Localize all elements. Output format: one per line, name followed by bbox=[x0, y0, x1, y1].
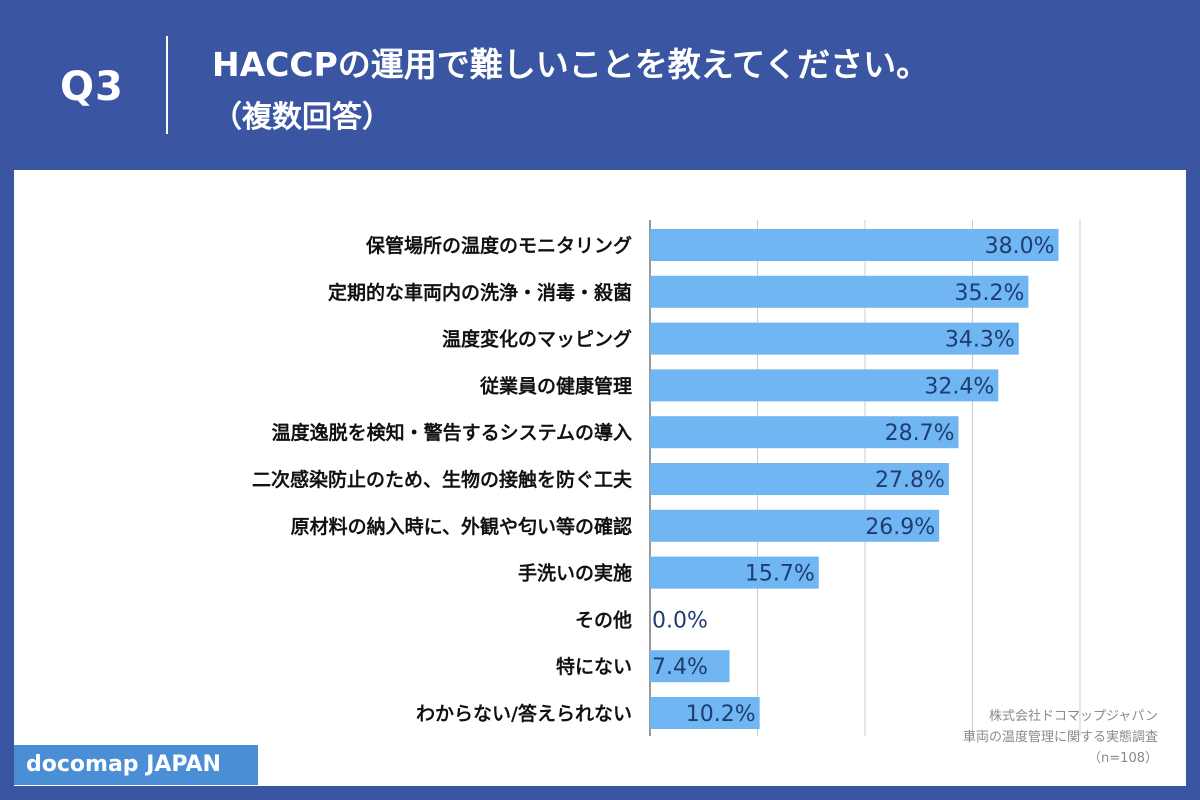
bar bbox=[650, 509, 940, 542]
bar-row: わからない/答えられない 10.2% bbox=[416, 697, 760, 729]
category-label: わからない/答えられない bbox=[416, 702, 632, 725]
value-label: 26.9% bbox=[865, 515, 935, 540]
value-label: 34.3% bbox=[945, 328, 1015, 353]
header-divider bbox=[166, 36, 168, 134]
source-company: 株式会社ドコマップジャパン bbox=[988, 709, 1158, 724]
bar bbox=[650, 416, 959, 449]
source-sample: （n=108） bbox=[1088, 751, 1158, 766]
question-number: Q3 bbox=[60, 64, 124, 110]
brand-badge: docomap JAPAN bbox=[14, 745, 258, 785]
category-label: 温度変化のマッピング bbox=[442, 328, 632, 351]
value-label: 38.0% bbox=[985, 234, 1055, 259]
bar bbox=[650, 697, 760, 729]
category-label: 保管場所の温度のモニタリング bbox=[365, 234, 632, 257]
chart-panel: 保管場所の温度のモニタリング 38.0% 定期的な車両内の洗浄・消毒・殺菌 35.2%… bbox=[14, 170, 1186, 786]
value-label: 0.0% bbox=[652, 608, 708, 633]
bar-row: 二次感染防止のため、生物の接触を防ぐ工夫 27.8% bbox=[252, 463, 949, 495]
category-label: 従業員の健康管理 bbox=[479, 374, 632, 397]
value-label: 27.8% bbox=[875, 468, 945, 493]
bar-row: 従業員の健康管理 32.4% bbox=[479, 369, 999, 402]
bar-row: 定期的な車両内の洗浄・消毒・殺菌 35.2% bbox=[328, 275, 1029, 308]
bar-row: 手洗いの実施 15.7% bbox=[518, 556, 819, 589]
bar-row: 原材料の納入時に、外観や匂い等の確認 26.9% bbox=[291, 509, 940, 542]
category-label: 定期的な車両内の洗浄・消毒・殺菌 bbox=[328, 281, 632, 304]
value-label: 10.2% bbox=[686, 702, 756, 727]
question-title: HACCPの運用で難しいことを教えてください。 bbox=[212, 45, 930, 84]
source-survey: 車両の温度管理に関する実態調査 bbox=[962, 730, 1158, 745]
value-label: 15.7% bbox=[745, 562, 815, 587]
bar bbox=[650, 556, 819, 589]
bar-row: その他 0.0% bbox=[575, 608, 708, 633]
bar-chart: 保管場所の温度のモニタリング 38.0% 定期的な車両内の洗浄・消毒・殺菌 35.2%… bbox=[252, 220, 1081, 736]
question-subtitle: （複数回答） bbox=[212, 100, 392, 135]
bar bbox=[650, 322, 1019, 355]
value-label: 35.2% bbox=[955, 281, 1025, 306]
bar bbox=[650, 650, 730, 683]
bar-row: 温度変化のマッピング 34.3% bbox=[442, 322, 1019, 355]
bar bbox=[650, 229, 1059, 261]
category-label: 温度逸脱を検知・警告するシステムの導入 bbox=[272, 421, 632, 444]
category-label: その他 bbox=[575, 608, 632, 631]
header: Q3 HACCPの運用で難しいことを教えてください。 （複数回答） bbox=[0, 0, 1200, 170]
category-label: 二次感染防止のため、生物の接触を防ぐ工夫 bbox=[252, 468, 633, 491]
bar bbox=[650, 275, 1029, 308]
bar-row: 特にない 7.4% bbox=[556, 650, 730, 683]
category-label: 特にない bbox=[556, 656, 632, 678]
value-label: 7.4% bbox=[652, 655, 708, 680]
category-label: 手洗いの実施 bbox=[518, 562, 632, 585]
value-label: 28.7% bbox=[885, 421, 955, 446]
bar bbox=[650, 463, 949, 495]
bar bbox=[650, 369, 999, 402]
bar-row: 温度逸脱を検知・警告するシステムの導入 28.7% bbox=[272, 416, 959, 449]
source-note: 株式会社ドコマップジャパン 車両の温度管理に関する実態調査 （n=108） bbox=[963, 706, 1158, 769]
value-label: 32.4% bbox=[924, 374, 994, 399]
bars: 保管場所の温度のモニタリング 38.0% 定期的な車両内の洗浄・消毒・殺菌 35.2%… bbox=[252, 229, 1059, 729]
bar-row: 保管場所の温度のモニタリング 38.0% bbox=[365, 229, 1059, 261]
category-label: 原材料の納入時に、外観や匂い等の確認 bbox=[291, 515, 632, 538]
